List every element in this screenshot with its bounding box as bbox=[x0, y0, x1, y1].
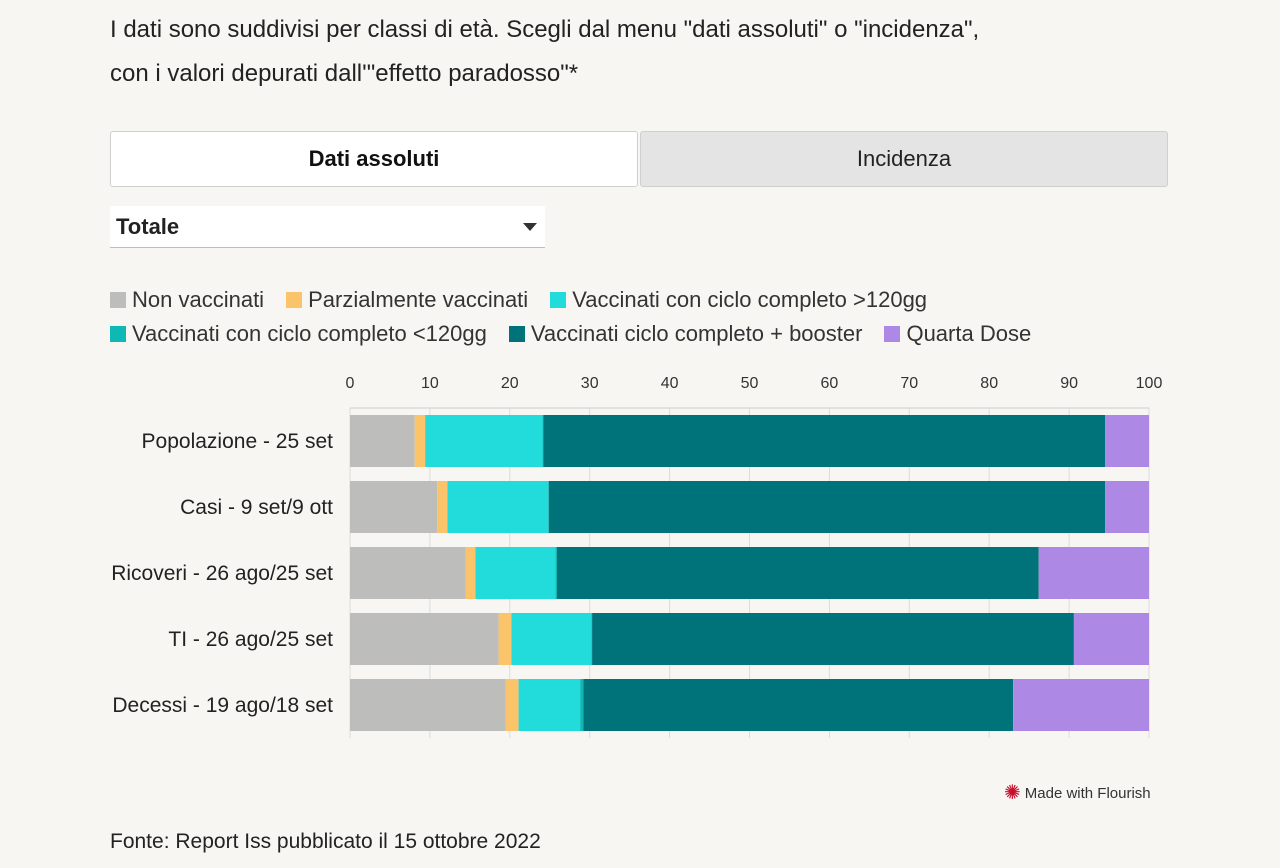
bar-segment bbox=[447, 481, 549, 533]
bar-segment bbox=[1105, 415, 1149, 467]
x-tick-label: 30 bbox=[581, 375, 599, 392]
legend-swatch bbox=[550, 292, 567, 308]
flourish-label: Made with Flourish bbox=[1024, 784, 1151, 802]
legend-label: Vaccinati con ciclo completo >120gg bbox=[572, 287, 928, 312]
bar-segment bbox=[556, 547, 1039, 599]
legend-label: Vaccinati con ciclo completo <120gg bbox=[132, 321, 487, 346]
x-tick-label: 40 bbox=[661, 375, 679, 392]
x-tick-label: 10 bbox=[421, 375, 439, 392]
tab-incidenza[interactable]: Incidenza bbox=[640, 131, 1168, 187]
category-label: Ricoveri - 26 ago/25 set bbox=[111, 562, 333, 585]
x-tick-label: 80 bbox=[980, 375, 998, 392]
bar-segment bbox=[542, 415, 544, 467]
category-label: TI - 26 ago/25 set bbox=[168, 628, 333, 651]
bar-segment bbox=[437, 481, 448, 533]
legend-item-ciclo-completo-over-120[interactable]: Vaccinati con ciclo completo >120gg bbox=[550, 287, 927, 313]
flourish-logo-icon: ✺ bbox=[1004, 782, 1021, 804]
bar-segment bbox=[1105, 481, 1149, 533]
x-tick-label: 60 bbox=[821, 375, 839, 392]
legend-swatch bbox=[110, 292, 126, 308]
bar-segment bbox=[555, 547, 557, 599]
bar-segment bbox=[1073, 613, 1149, 665]
bar-segment bbox=[1038, 547, 1149, 599]
bar-segment bbox=[350, 481, 438, 533]
intro-line-2: con i valori depurati dall'"effetto para… bbox=[110, 60, 579, 87]
legend-swatch bbox=[884, 326, 901, 342]
legend-swatch bbox=[508, 326, 525, 342]
bar-segment bbox=[505, 679, 519, 731]
dropdown-selected-value: Totale bbox=[116, 213, 180, 239]
legend-row-2: Vaccinati con ciclo completo <120gg Vacc… bbox=[110, 317, 1180, 351]
bar-segment bbox=[518, 679, 581, 731]
bar-segment bbox=[350, 547, 466, 599]
x-tick-label: 50 bbox=[741, 375, 759, 392]
legend-item-parzialmente-vaccinati[interactable]: Parzialmente vaccinati bbox=[286, 287, 528, 313]
bar-segment bbox=[350, 613, 499, 665]
intro-line-1: I dati sono suddivisi per classi di età.… bbox=[110, 16, 980, 43]
bar-segment bbox=[498, 613, 512, 665]
category-label: Casi - 9 set/9 ott bbox=[180, 496, 333, 519]
source-note: Fonte: Report Iss pubblicato il 15 ottob… bbox=[110, 830, 541, 853]
chart-legend: Non vaccinati Parzialmente vaccinati Vac… bbox=[110, 283, 1180, 351]
legend-label: Vaccinati ciclo completo + booster bbox=[530, 321, 863, 346]
x-tick-label: 90 bbox=[1060, 375, 1078, 392]
x-tick-label: 100 bbox=[1136, 375, 1163, 392]
tab-dati-assoluti[interactable]: Dati assoluti bbox=[110, 131, 638, 187]
bar-segment bbox=[414, 415, 426, 467]
legend-row-1: Non vaccinati Parzialmente vaccinati Vac… bbox=[110, 283, 1180, 317]
bar-segment bbox=[475, 547, 556, 599]
age-class-dropdown[interactable]: Totale bbox=[110, 206, 545, 248]
bar-segment bbox=[350, 679, 506, 731]
category-label: Decessi - 19 ago/18 set bbox=[112, 694, 333, 717]
bar-segment bbox=[583, 679, 1014, 731]
legend-swatch bbox=[286, 292, 303, 308]
x-tick-label: 20 bbox=[501, 375, 519, 392]
bar-segment bbox=[591, 613, 593, 665]
legend-label: Non vaccinati bbox=[132, 287, 265, 312]
bar-segment bbox=[1013, 679, 1149, 731]
legend-item-ciclo-completo-under-120[interactable]: Vaccinati con ciclo completo <120gg bbox=[110, 321, 487, 347]
bar-segment bbox=[511, 613, 592, 665]
bar-segment bbox=[548, 481, 1106, 533]
x-tick-label: 0 bbox=[346, 375, 355, 392]
made-with-flourish-link[interactable]: ✺ Made with Flourish bbox=[1004, 783, 1151, 803]
label-clip-mask bbox=[0, 360, 108, 760]
legend-item-quarta-dose[interactable]: Quarta Dose bbox=[884, 321, 1031, 347]
bar-segment bbox=[580, 679, 584, 731]
legend-label: Quarta Dose bbox=[906, 321, 1032, 346]
bar-segment bbox=[548, 481, 549, 533]
bar-segment bbox=[465, 547, 476, 599]
legend-swatch bbox=[110, 326, 126, 342]
bar-segment bbox=[543, 415, 1106, 467]
stacked-bar-chart: 0 10 20 30 40 50 60 70 80 90 100 Popolazione - 25 s… bbox=[0, 360, 1163, 760]
x-tick-label: 70 bbox=[900, 375, 918, 392]
view-tabs: Dati assoluti Incidenza bbox=[110, 131, 1168, 189]
bar-segment bbox=[425, 415, 543, 467]
legend-label: Parzialmente vaccinati bbox=[308, 287, 529, 312]
intro-text: I dati sono suddivisi per classi di età.… bbox=[110, 8, 1190, 96]
legend-item-booster[interactable]: Vaccinati ciclo completo + booster bbox=[508, 321, 863, 347]
bar-segment bbox=[350, 415, 415, 467]
chevron-down-icon bbox=[523, 222, 537, 231]
bar-segment bbox=[592, 613, 1074, 665]
legend-item-non-vaccinati[interactable]: Non vaccinati bbox=[110, 287, 264, 313]
category-label: Popolazione - 25 set bbox=[142, 430, 334, 453]
